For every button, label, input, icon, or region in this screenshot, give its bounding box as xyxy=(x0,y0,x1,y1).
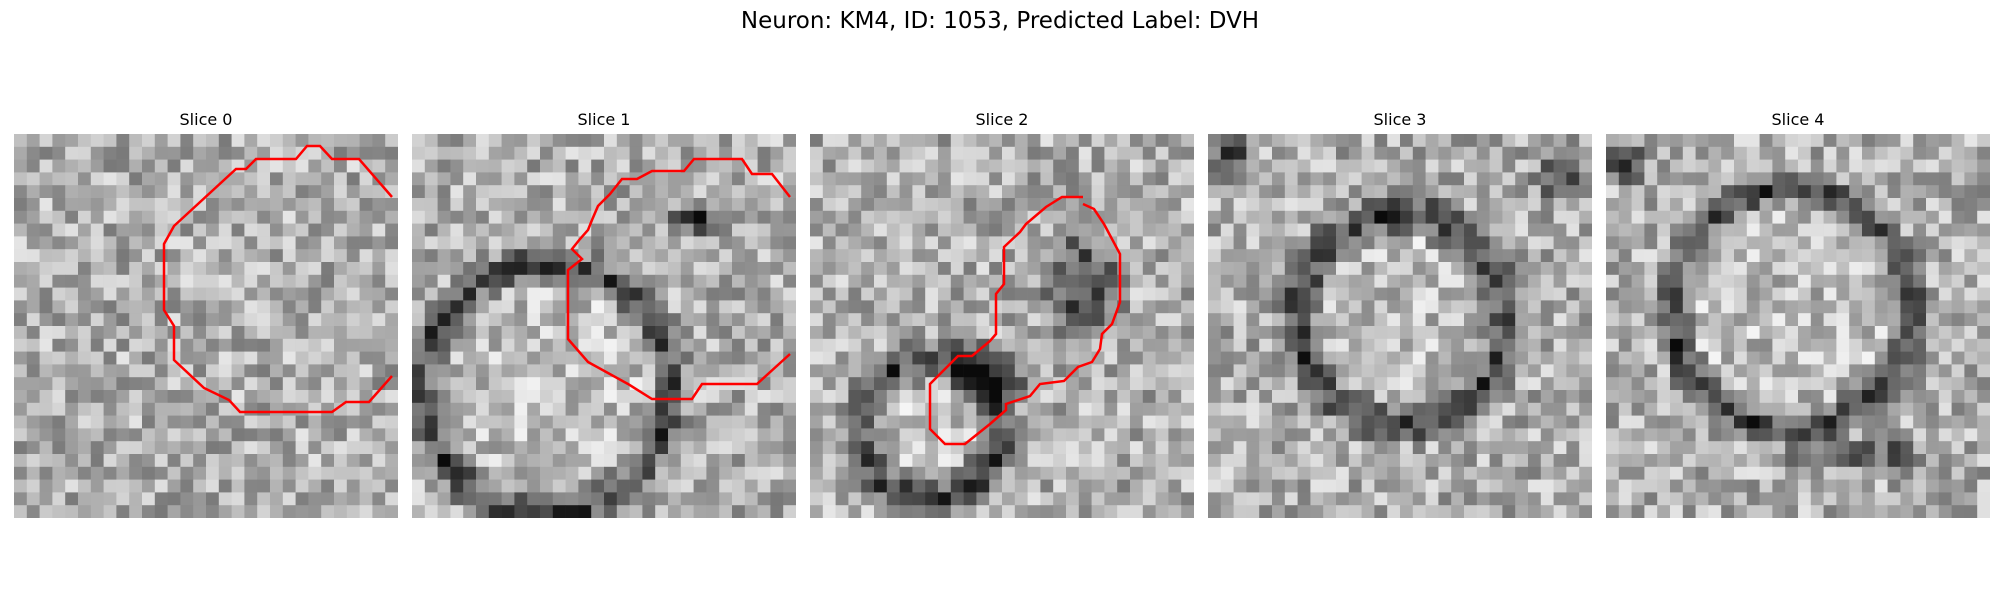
slice-image xyxy=(810,134,1194,518)
slice-image xyxy=(14,134,398,518)
contour-line xyxy=(566,157,791,401)
slice-image xyxy=(412,134,796,518)
slice-title: Slice 2 xyxy=(975,110,1029,129)
contour-line xyxy=(928,195,1122,446)
slice-title: Slice 0 xyxy=(179,110,233,129)
contour-line xyxy=(162,144,393,414)
slice-panel-0: Slice 0 xyxy=(14,108,398,518)
slice-panel-3: Slice 3 xyxy=(1208,108,1592,518)
figure-title: Neuron: KM4, ID: 1053, Predicted Label: … xyxy=(740,8,1260,34)
slice-panel-1: Slice 1 xyxy=(412,108,796,518)
slice-panel-4: Slice 4 xyxy=(1606,108,1990,518)
slice-title: Slice 1 xyxy=(577,110,631,129)
slice-image xyxy=(1606,134,1990,518)
slice-panel-2: Slice 2 xyxy=(810,108,1194,518)
slice-title: Slice 3 xyxy=(1373,110,1427,129)
slice-title: Slice 4 xyxy=(1771,110,1825,129)
slice-image xyxy=(1208,134,1592,518)
